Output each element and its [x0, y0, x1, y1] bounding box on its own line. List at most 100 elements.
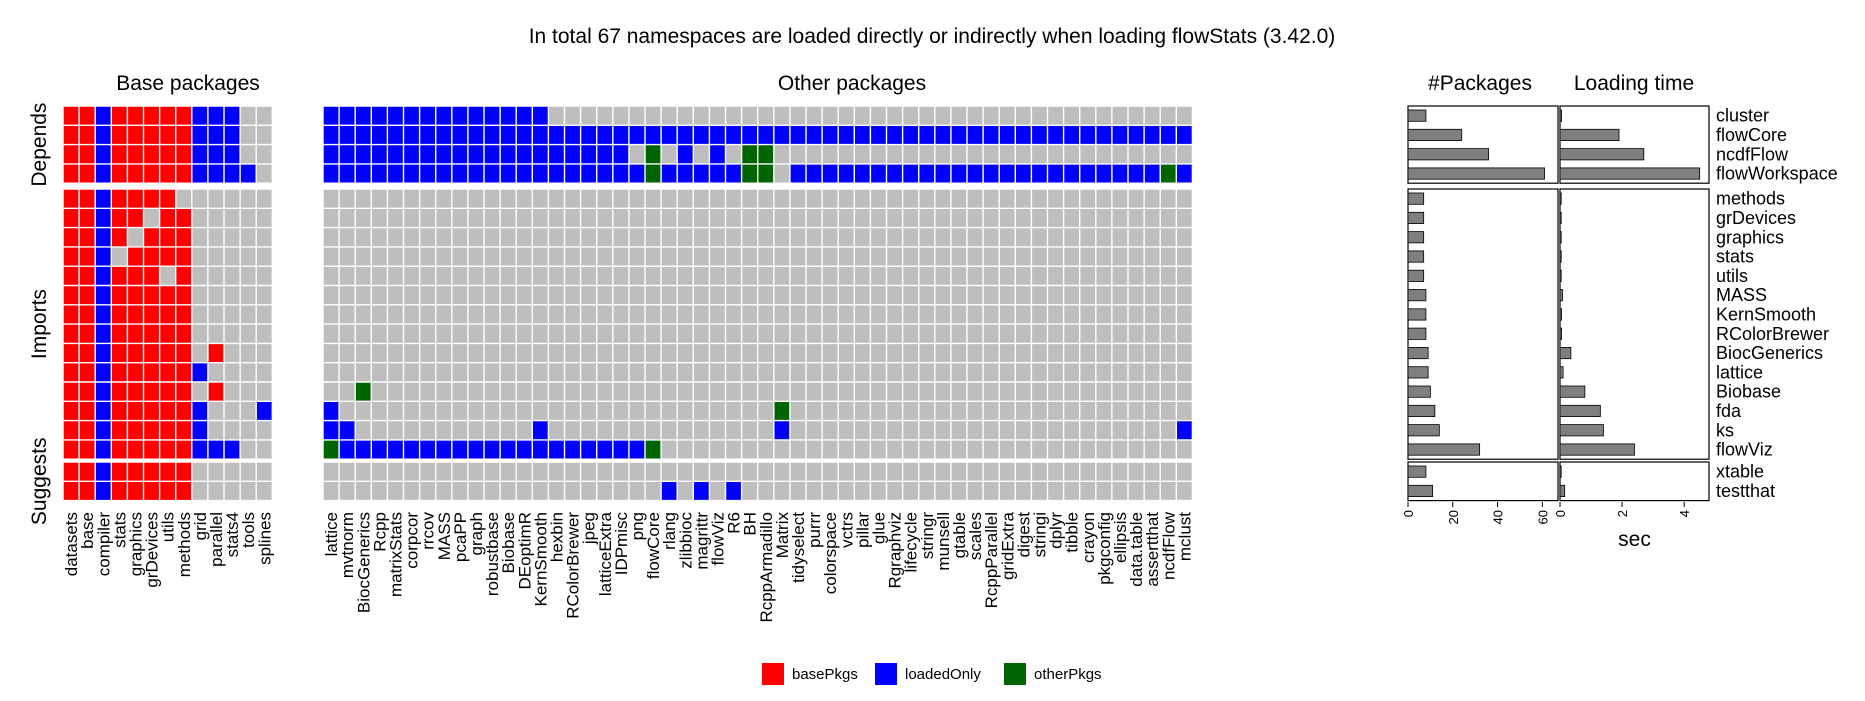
row-label: KernSmooth: [1716, 304, 1816, 324]
heatmap-cell: [127, 362, 144, 382]
heatmap-cell: [143, 189, 160, 209]
heatmap-cell: [143, 324, 160, 344]
heatmap-cell: [661, 163, 678, 184]
heatmap-grid: [62, 105, 1194, 502]
row-label: flowViz: [1716, 440, 1773, 460]
heatmap-cell: [516, 163, 533, 184]
heatmap-cell: [1047, 125, 1064, 145]
heatmap-cell: [371, 125, 388, 145]
time-axis-label: sec: [1618, 528, 1651, 551]
column-label: flowCore: [644, 512, 663, 579]
column-label: grid: [191, 512, 210, 540]
heatmap-cell: [451, 144, 468, 164]
column-label: tidyselect: [789, 512, 808, 583]
time-panel-frame: [1559, 461, 1710, 502]
heatmap-cell: [207, 106, 224, 126]
heatmap-cell: [323, 420, 340, 440]
count-bar: [1407, 231, 1425, 244]
heatmap-cell: [999, 125, 1016, 145]
legend-swatch: [875, 663, 897, 685]
row-label: flowWorkspace: [1716, 164, 1838, 184]
heatmap-cell: [63, 246, 80, 267]
heatmap-cell: [79, 343, 96, 363]
heatmap-cell: [822, 125, 839, 145]
heatmap-cell: [1128, 163, 1145, 184]
heatmap-cell: [175, 246, 192, 267]
heatmap-cell: [127, 304, 144, 325]
heatmap-cell: [580, 144, 597, 164]
heatmap-cell: [580, 125, 597, 145]
column-label: parallel: [207, 512, 226, 567]
heatmap-cell: [143, 125, 160, 145]
time-bar: [1559, 148, 1645, 161]
heatmap-cell: [532, 144, 549, 164]
heatmap-cell: [63, 208, 80, 228]
heatmap-cell: [175, 420, 192, 440]
heatmap-cell: [451, 106, 468, 126]
column-label: flowViz: [708, 512, 727, 566]
heatmap-cell: [725, 481, 742, 501]
column-label: glue: [869, 512, 888, 544]
heatmap-cell: [1095, 125, 1112, 145]
heatmap-cell: [355, 144, 372, 164]
heatmap-cell: [191, 106, 208, 126]
heatmap-cell: [323, 125, 340, 145]
heatmap-cell: [516, 144, 533, 164]
heatmap-cell: [934, 125, 951, 145]
heatmap-cell: [725, 163, 742, 184]
heatmap-cell: [191, 401, 208, 421]
heatmap-cell: [95, 144, 112, 164]
heatmap-cell: [63, 343, 80, 363]
column-label: Rgraphviz: [886, 512, 905, 589]
row-label: MASS: [1716, 285, 1767, 305]
column-label: gridExtra: [998, 511, 1017, 580]
heatmap-cell: [79, 362, 96, 382]
heatmap-cell: [63, 163, 80, 184]
heatmap-cell: [63, 125, 80, 145]
heatmap-cell: [63, 420, 80, 440]
heatmap-cell: [127, 382, 144, 402]
heatmap-cell: [548, 125, 565, 145]
heatmap-cell: [612, 163, 629, 184]
column-label: graph: [467, 512, 486, 555]
column-label: graphics: [126, 512, 145, 576]
column-label: MASS: [435, 512, 454, 560]
heatmap-cell: [143, 401, 160, 421]
heatmap-cell: [191, 420, 208, 440]
heatmap-cell: [95, 285, 112, 305]
column-label: stringr: [918, 512, 937, 560]
heatmap-cell: [79, 462, 96, 482]
heatmap-cell: [999, 163, 1016, 184]
heatmap-cell: [822, 163, 839, 184]
column-label: matrixStats: [386, 512, 405, 597]
heatmap-cell: [1111, 125, 1128, 145]
column-label: gtable: [950, 512, 969, 558]
row-label: graphics: [1716, 227, 1784, 247]
heatmap-cell: [175, 304, 192, 325]
heatmap-cell: [95, 125, 112, 145]
heatmap-cell: [419, 144, 436, 164]
row-label: methods: [1716, 189, 1785, 209]
heatmap-cell: [596, 144, 613, 164]
heatmap-cell: [159, 106, 176, 126]
heatmap-cell: [789, 163, 806, 184]
row-label: xtable: [1716, 462, 1764, 482]
heatmap-cell: [111, 382, 128, 402]
heatmap-cell: [918, 125, 935, 145]
heatmap-cell: [564, 439, 581, 460]
heatmap-cell: [159, 227, 176, 247]
column-label: KernSmooth: [531, 512, 550, 607]
heatmap-cell: [709, 144, 726, 164]
heatmap-cell: [886, 125, 903, 145]
heatmap-cell: [111, 362, 128, 382]
column-label: BH: [741, 512, 760, 536]
heatmap-cell: [95, 163, 112, 184]
heatmap-cell: [175, 439, 192, 460]
time-bar: [1559, 211, 1562, 225]
column-label: crayon: [1079, 512, 1098, 563]
heatmap-cell: [95, 208, 112, 228]
heatmap-cell: [371, 439, 388, 460]
heatmap-cell: [419, 106, 436, 126]
heatmap-cell: [111, 189, 128, 209]
heatmap-cell: [143, 439, 160, 460]
